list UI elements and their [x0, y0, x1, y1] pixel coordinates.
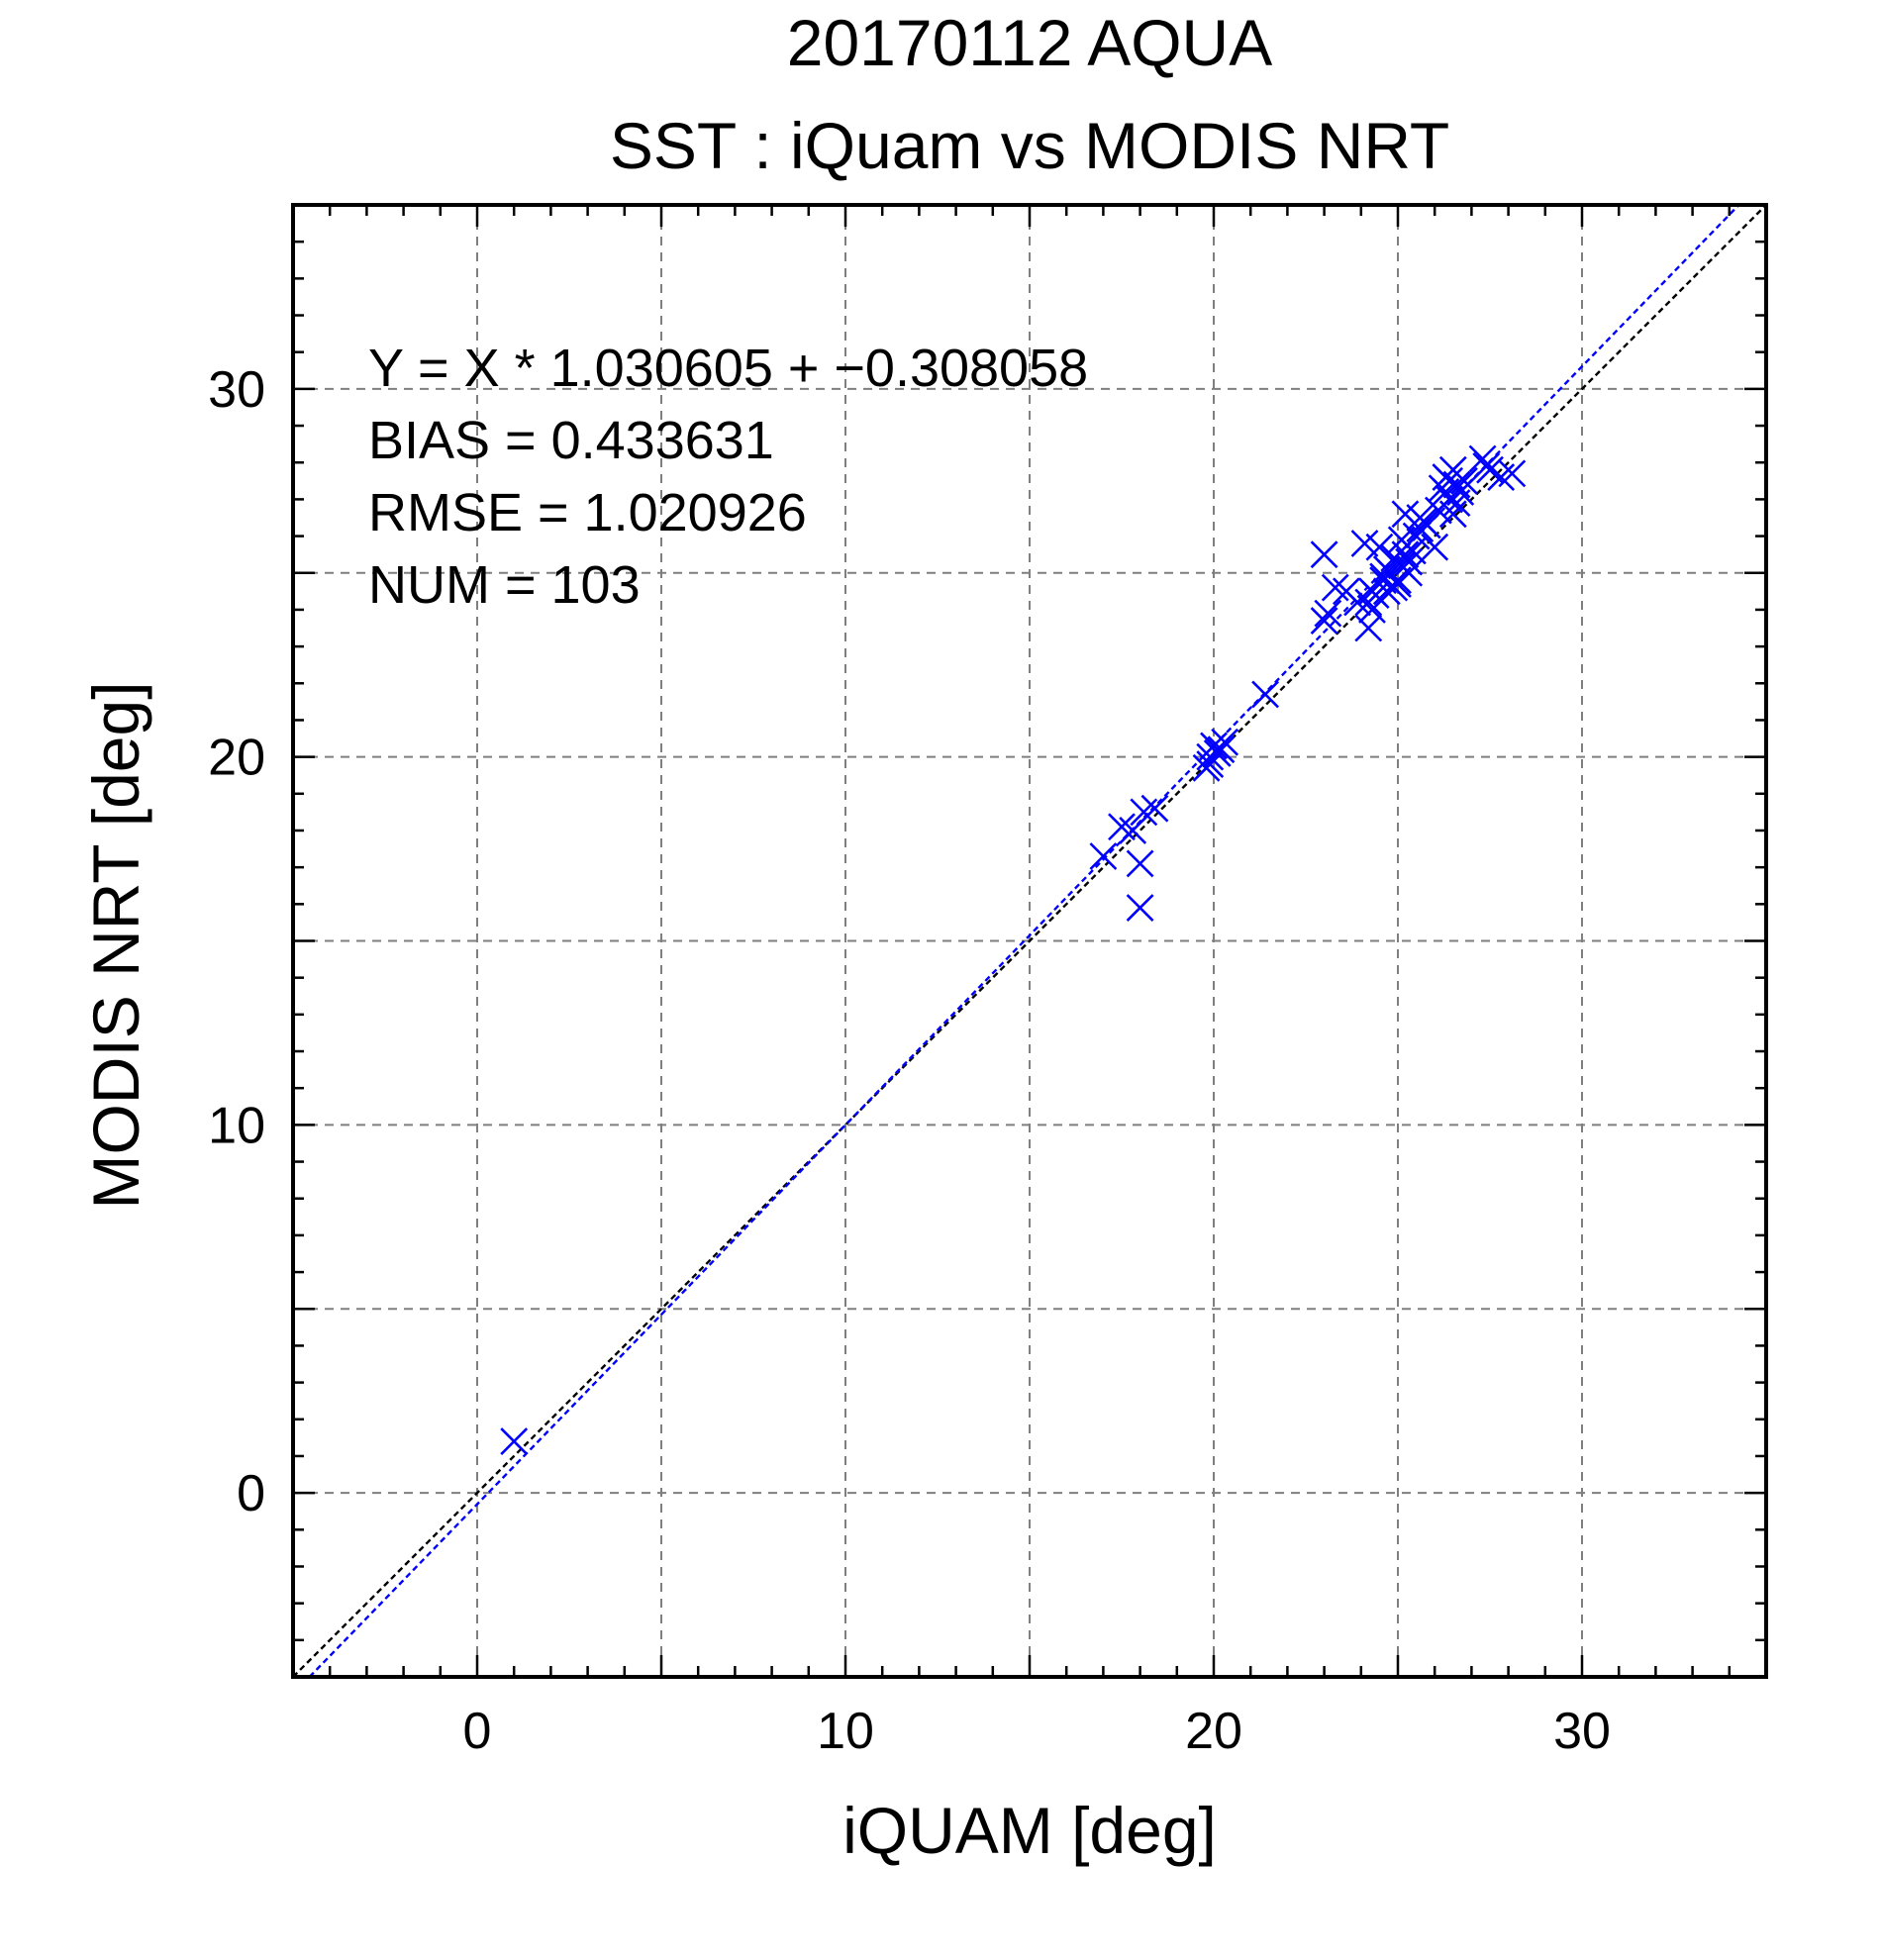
regression-fit-line [308, 204, 1740, 1678]
data-point [1438, 500, 1467, 529]
data-point-stroke [1108, 813, 1136, 841]
data-point [1442, 489, 1471, 518]
x-tick-label: 10 [817, 1703, 874, 1760]
data-point-stroke [1438, 500, 1467, 529]
data-point [1387, 526, 1416, 554]
data-point [1380, 573, 1409, 602]
data-point [1472, 452, 1501, 480]
data-point [1487, 463, 1516, 492]
data-point-stroke [1450, 466, 1478, 495]
data-point [1251, 680, 1279, 709]
data-point-stroke [1310, 607, 1338, 635]
y-tick-label: 10 [208, 1097, 265, 1154]
data-point-stroke [1350, 530, 1379, 557]
data-point-stroke [1321, 573, 1349, 602]
data-point [1395, 547, 1424, 576]
data-point [1130, 798, 1158, 827]
data-point-stroke [1310, 540, 1338, 569]
data-point [1119, 817, 1147, 844]
data-point-stroke [1442, 489, 1471, 518]
statistics-line: NUM = 103 [368, 555, 641, 615]
data-point [1436, 466, 1463, 495]
data-point [1310, 607, 1338, 635]
statistics-annotation: Y = X * 1.030605 + −0.308058 BIAS = 0.433… [368, 339, 1088, 615]
y-axis-label: MODIS NRT [deg] [79, 681, 152, 1209]
data-point-stroke [500, 1427, 529, 1455]
data-point-stroke [1436, 466, 1463, 495]
data-point [1126, 894, 1154, 922]
data-point-stroke [1130, 798, 1158, 827]
data-point-stroke [1372, 555, 1401, 583]
data-point-stroke [1140, 794, 1169, 823]
data-point [1200, 732, 1228, 760]
identity-line [292, 204, 1767, 1678]
data-point-stroke [1203, 738, 1232, 767]
y-tick-label: 30 [208, 361, 265, 419]
axis-ticks: 0 10 20 30 0 10 20 30 [208, 203, 1768, 1760]
data-point [1421, 533, 1449, 561]
statistics-line: Y = X * 1.030605 + −0.308058 [368, 339, 1088, 398]
data-point-stroke [1498, 459, 1527, 488]
data-point [1140, 794, 1169, 823]
data-point-stroke [1391, 540, 1420, 569]
y-tick-label: 20 [208, 730, 265, 787]
data-point [1314, 599, 1342, 628]
data-point [500, 1427, 529, 1455]
statistics-line: RMSE = 1.020926 [368, 483, 807, 542]
data-point [1310, 540, 1338, 569]
y-tick-label: 0 [237, 1465, 265, 1522]
data-point-stroke [1421, 533, 1449, 561]
data-point-stroke [1406, 504, 1435, 532]
data-point [1372, 555, 1401, 583]
reference-lines [292, 204, 1767, 1678]
data-point-stroke [1365, 533, 1394, 561]
data-points [500, 444, 1527, 1455]
chart-title: 20170112 AQUA [787, 6, 1273, 79]
data-point [1108, 813, 1136, 841]
data-point-stroke [1472, 452, 1501, 480]
data-point-stroke [1314, 599, 1342, 628]
data-point-stroke [1395, 547, 1424, 576]
grid-lines [293, 205, 1766, 1677]
data-point-stroke [1126, 849, 1154, 878]
data-point [1450, 466, 1478, 495]
x-axis-label: iQUAM [deg] [842, 1794, 1217, 1867]
plot-frame [291, 203, 1768, 1679]
data-point-stroke [1387, 526, 1416, 554]
data-point [1321, 573, 1349, 602]
data-point-stroke [1468, 444, 1497, 473]
data-point-stroke [1343, 588, 1371, 617]
data-point [1358, 577, 1386, 606]
data-point-stroke [1380, 573, 1409, 602]
data-point-stroke [1487, 463, 1516, 492]
data-point-stroke [1126, 894, 1154, 922]
data-point-stroke [1251, 680, 1279, 709]
data-point [1089, 842, 1118, 870]
data-point [1354, 614, 1383, 642]
data-point-stroke [1089, 842, 1118, 870]
data-point [1126, 849, 1154, 878]
data-point-stroke [1391, 500, 1420, 529]
x-tick-label: 30 [1553, 1703, 1611, 1760]
data-point [1406, 504, 1435, 532]
chart-subtitle: SST : iQuam vs MODIS NRT [610, 109, 1449, 182]
statistics-line: BIAS = 0.433631 [368, 411, 774, 470]
data-point [1365, 533, 1394, 561]
x-tick-label: 20 [1185, 1703, 1242, 1760]
data-point-stroke [1354, 614, 1383, 642]
data-point-stroke [1200, 732, 1228, 760]
data-point [1343, 588, 1371, 617]
data-point-stroke [1358, 577, 1386, 606]
data-point-stroke [1119, 817, 1147, 844]
data-point [1203, 738, 1232, 767]
x-tick-label: 0 [463, 1703, 492, 1760]
data-point [1498, 459, 1527, 488]
